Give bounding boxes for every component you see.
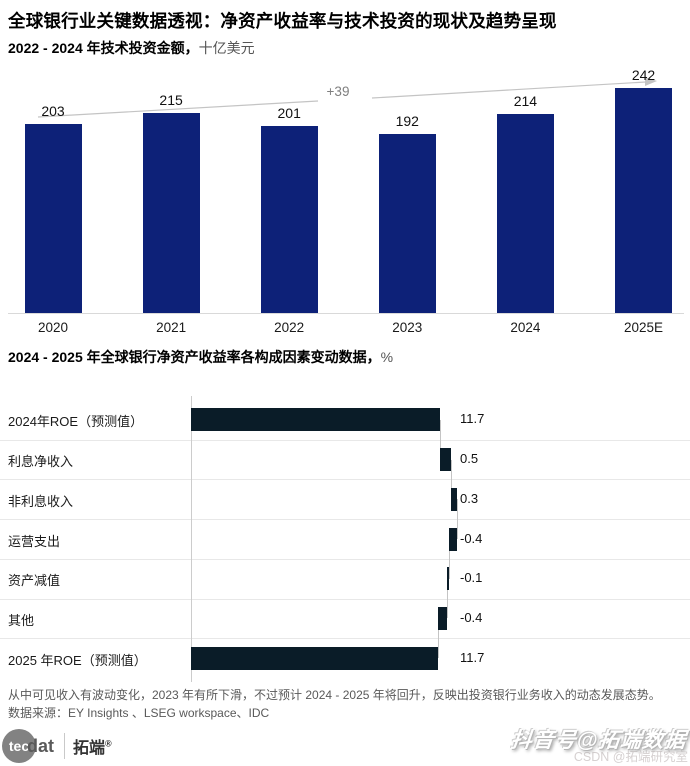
row-separator — [0, 558, 690, 560]
waterfall-connector — [457, 499, 459, 539]
waterfall-bar-1 — [440, 448, 451, 472]
row-value-3: -0.4 — [460, 530, 483, 546]
waterfall-connector — [450, 459, 452, 500]
axis-label-2025E: 2025E — [623, 320, 664, 335]
chart2-title: 2024 - 2025 年全球银行净资产收益率各构成因素变动数据， — [8, 349, 381, 365]
row-value-1: 0.5 — [460, 451, 479, 467]
roe-waterfall-chart: 2024年ROE（预测值） 11.7 利息净收入 0.5 非利息收入 0.3 运营支出 -0.… — [0, 396, 690, 682]
row-separator — [0, 598, 690, 600]
trend-annotation: +39 — [327, 84, 350, 99]
bar-2023 — [378, 134, 436, 313]
axis-label-2022: 2022 — [274, 320, 305, 335]
chart2-subtitle: 2024 - 2025 年全球银行净资产收益率各构成因素变动数据，% — [8, 347, 684, 367]
row-separator — [0, 479, 690, 481]
chart1-subtitle: 2022 - 2024 年技术投资金额，十亿美元 — [8, 38, 684, 58]
bar-value-2020: 203 — [41, 103, 65, 120]
zero-axis-line — [191, 396, 192, 682]
chart1-baseline — [8, 313, 684, 314]
tecdat-logo-text: dat — [27, 735, 54, 756]
chart1-title: 2022 - 2024 年技术投资金额， — [8, 40, 199, 56]
axis-label-2021: 2021 — [156, 320, 187, 335]
tecdat-logo-cn: 拓端® — [73, 738, 112, 757]
row-value-2: 0.3 — [460, 490, 479, 506]
row-label-4: 资产减值 — [8, 573, 61, 589]
axis-label-2020: 2020 — [37, 320, 69, 335]
waterfall-connector — [438, 618, 440, 658]
row-label-3: 运营支出 — [8, 533, 61, 549]
row-separator — [0, 638, 690, 640]
data-source: 数据来源：EY Insights 、LSEG workspace、IDC — [8, 706, 270, 720]
row-separator — [0, 439, 690, 441]
bar-value-2021: 215 — [159, 92, 183, 108]
bar-value-2022: 201 — [277, 105, 301, 122]
tech-investment-bar-chart: +39 203 2020 215 2021 201 2022 192 2023 214 2024 2… — [0, 67, 690, 335]
trend-line-left — [37, 100, 319, 118]
waterfall-bar-0 — [191, 408, 441, 432]
chart1-unit: 十亿美元 — [198, 40, 255, 56]
row-label-2: 非利息收入 — [8, 493, 74, 509]
bar-2020 — [24, 124, 82, 313]
waterfall-connector — [446, 578, 448, 619]
logo-divider — [64, 733, 65, 759]
waterfall-connector — [440, 419, 442, 460]
bar-2024 — [496, 114, 554, 313]
row-value-4: -0.1 — [460, 570, 483, 586]
watermark-main: 抖音号@拓端数据 — [509, 729, 688, 752]
trend-arrow-layer: +39 — [37, 77, 657, 118]
chart2-unit: % — [380, 349, 394, 365]
page-title: 全球银行业关键数据透视：净资产收益率与技术投资的现状及趋势呈现 — [8, 11, 557, 31]
row-value-6: 11.7 — [460, 649, 485, 665]
row-value-5: -0.4 — [460, 609, 483, 625]
bar-value-2025E: 242 — [631, 66, 656, 83]
axis-label-2023: 2023 — [392, 320, 423, 335]
waterfall-bar-4 — [446, 567, 449, 591]
row-label-5: 其他 — [8, 612, 35, 628]
waterfall-bar-3 — [448, 527, 458, 551]
watermark-csdn: CSDN @拓端研究室 — [573, 750, 688, 764]
tecdat-logo-circle: tec — [2, 729, 36, 763]
waterfall-bar-2 — [450, 487, 458, 511]
tecdat-logo: tec dat 拓端® — [2, 728, 112, 764]
row-label-1: 利息净收入 — [8, 454, 74, 470]
bar-2022 — [260, 126, 318, 313]
row-label-0: 2024年ROE（预测值） — [8, 414, 144, 430]
row-label-6: 2025 年ROE（预测值） — [8, 652, 147, 668]
footnote: 从中可见收入有波动变化，2023 年有所下滑，不过预计 2024 - 2025 … — [8, 688, 661, 702]
row-separator — [0, 519, 690, 521]
bar-value-2023: 192 — [395, 113, 419, 130]
waterfall-connector — [448, 539, 450, 579]
bar-2025E — [615, 87, 672, 313]
bar-2021 — [142, 113, 200, 313]
trend-line-right — [371, 81, 647, 99]
axis-label-2024: 2024 — [510, 320, 541, 335]
bar-value-2024: 214 — [513, 93, 538, 109]
waterfall-bar-6 — [191, 646, 439, 670]
registered-mark-icon: ® — [105, 738, 112, 749]
waterfall-bar-5 — [438, 606, 447, 630]
trend-arrowhead-icon — [645, 77, 657, 86]
row-value-0: 11.7 — [460, 411, 485, 427]
